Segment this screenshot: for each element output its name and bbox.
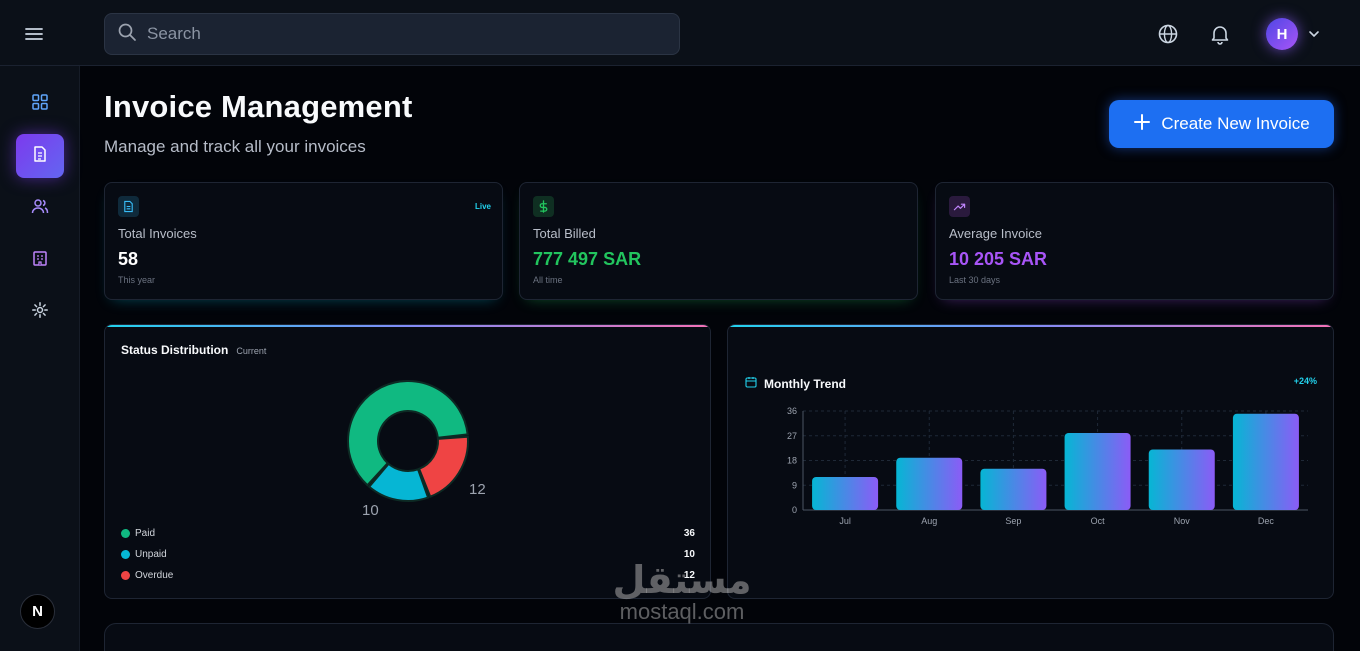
y-tick-label: 36 <box>787 406 797 416</box>
legend-item-overdue: Overdue 12 <box>121 569 695 583</box>
panel-accent-line <box>105 325 710 327</box>
invoice-icon <box>31 145 49 168</box>
create-invoice-button[interactable]: Create New Invoice <box>1109 100 1334 148</box>
legend-item-unpaid: Unpaid 10 <box>121 548 695 562</box>
y-tick-label: 18 <box>787 456 797 466</box>
x-tick-label: Jul <box>839 516 851 526</box>
search-input[interactable] <box>147 24 647 44</box>
create-invoice-label: Create New Invoice <box>1161 114 1310 133</box>
panel-accent-line <box>728 325 1333 327</box>
dashboard-icon <box>31 93 49 116</box>
sidebar-item-settings[interactable] <box>16 290 64 334</box>
stat-card-total-invoices: Live Total Invoices 58 This year <box>104 182 503 300</box>
x-tick-label: Aug <box>921 516 937 526</box>
bar-aug[interactable] <box>896 457 963 510</box>
invoices-table-panel <box>104 623 1334 651</box>
menu-icon[interactable] <box>22 22 46 46</box>
panel-title: Monthly Trend <box>764 377 846 391</box>
top-bar: H <box>0 0 1360 66</box>
search-icon <box>117 22 137 47</box>
panel-tag: Current <box>236 346 267 356</box>
y-tick-label: 9 <box>792 480 797 490</box>
stat-value: 777 497 SAR <box>533 249 642 269</box>
trend-change-badge: +24% <box>1293 376 1317 386</box>
avatar[interactable]: H <box>1266 18 1298 50</box>
bar-sep[interactable] <box>980 468 1047 510</box>
sidebar-item-companies[interactable] <box>16 238 64 282</box>
dollar-icon <box>533 196 554 217</box>
monthly-trend-bar-chart: 0 9 18 27 36 Jul Aug Sep Oct Nov Dec <box>787 406 1308 526</box>
stat-value: 10 205 SAR <box>949 249 1048 269</box>
bell-icon[interactable] <box>1208 22 1232 46</box>
donut-slice-overdue[interactable] <box>417 435 469 499</box>
trending-up-icon <box>949 196 970 217</box>
stat-card-total-billed: Total Billed 777 497 SAR All time <box>519 182 918 300</box>
legend-label: Unpaid <box>135 549 167 560</box>
stat-sub: Last 30 days <box>949 275 1001 285</box>
live-badge: Live <box>474 202 491 211</box>
stat-label: Total Invoices <box>118 226 197 241</box>
status-donut-chart: 12 10 <box>347 380 486 515</box>
legend-dot <box>121 550 130 559</box>
document-icon <box>118 196 139 217</box>
watermark-logo: مستقل mostaql.com <box>597 560 767 624</box>
watermark-arabic: مستقل <box>612 558 752 602</box>
status-distribution-panel: Status Distribution Current 12 10 Paid 3… <box>104 324 711 599</box>
x-tick-label: Nov <box>1174 516 1191 526</box>
stat-value: 58 <box>118 249 139 269</box>
calendar-icon <box>745 375 757 393</box>
donut-slice-paid[interactable] <box>347 380 469 487</box>
donut-label-unpaid: 10 <box>362 502 379 515</box>
bar-jul[interactable] <box>812 477 879 510</box>
bar-nov[interactable] <box>1148 449 1215 511</box>
x-tick-label: Dec <box>1258 516 1275 526</box>
legend-dot <box>121 529 130 538</box>
x-tick-label: Oct <box>1091 516 1106 526</box>
watermark-latin: mostaql.com <box>619 599 745 624</box>
search-bar[interactable] <box>104 13 680 55</box>
y-tick-label: 0 <box>792 505 797 515</box>
bar-dec[interactable] <box>1232 413 1299 510</box>
sidebar <box>0 66 80 651</box>
stat-label: Average Invoice <box>949 226 1042 241</box>
legend-label: Paid <box>135 528 156 539</box>
page-title: Invoice Management <box>104 89 413 124</box>
legend-value: 36 <box>683 528 695 539</box>
legend-item-paid: Paid 36 <box>121 527 695 541</box>
settings-icon <box>31 301 49 324</box>
donut-slices <box>347 380 469 502</box>
donut-slice-unpaid[interactable] <box>367 462 430 502</box>
x-tick-label: Sep <box>1005 516 1021 526</box>
legend-label: Overdue <box>135 570 174 581</box>
page-subtitle: Manage and track all your invoices <box>104 137 366 156</box>
legend-value: 10 <box>683 549 695 560</box>
stat-sub: This year <box>118 275 156 285</box>
donut-label-overdue: 12 <box>469 481 486 498</box>
monthly-trend-panel: Monthly Trend +24% 0 9 18 27 36 Jul Aug Sep Oct N… <box>727 324 1334 599</box>
stat-sub: All time <box>533 275 563 285</box>
panel-title: Status Distribution <box>121 343 229 357</box>
bar-oct[interactable] <box>1064 433 1131 510</box>
plus-icon <box>1133 113 1151 136</box>
legend-value: 12 <box>683 570 695 581</box>
stat-card-average-invoice: Average Invoice 10 205 SAR Last 30 days <box>935 182 1334 300</box>
nextjs-badge[interactable]: N <box>20 594 55 629</box>
sidebar-item-dashboard[interactable] <box>16 82 64 126</box>
globe-icon[interactable] <box>1156 22 1180 46</box>
legend-dot <box>121 571 130 580</box>
chevron-down-icon[interactable] <box>1306 26 1322 42</box>
building-icon <box>31 249 49 272</box>
stat-label: Total Billed <box>533 226 596 241</box>
sidebar-item-invoices[interactable] <box>16 134 64 178</box>
y-tick-label: 27 <box>787 431 797 441</box>
users-icon <box>31 197 49 220</box>
sidebar-item-clients[interactable] <box>16 186 64 230</box>
